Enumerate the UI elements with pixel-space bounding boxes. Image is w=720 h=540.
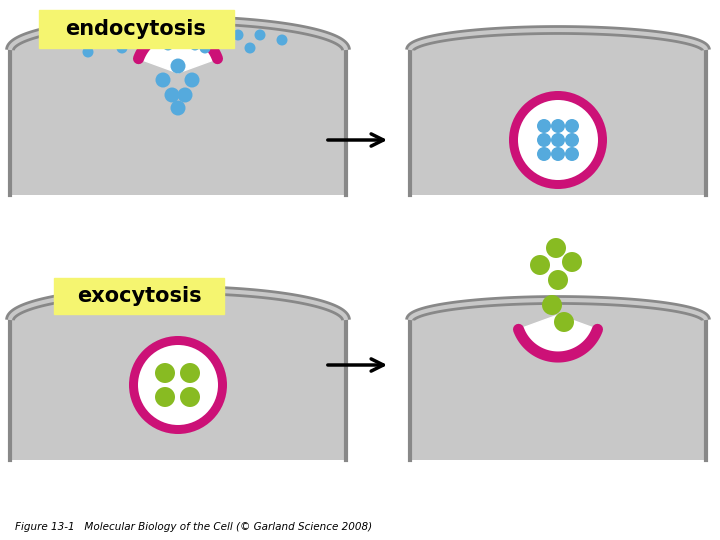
- Circle shape: [138, 345, 218, 425]
- Circle shape: [542, 295, 562, 315]
- Polygon shape: [410, 300, 706, 460]
- Circle shape: [565, 119, 579, 133]
- Circle shape: [551, 119, 565, 133]
- Polygon shape: [10, 20, 346, 195]
- Circle shape: [537, 133, 551, 147]
- Circle shape: [102, 30, 114, 40]
- Circle shape: [156, 72, 171, 87]
- Circle shape: [509, 91, 607, 189]
- Circle shape: [537, 119, 551, 133]
- FancyBboxPatch shape: [54, 278, 224, 314]
- Circle shape: [554, 312, 574, 332]
- Polygon shape: [410, 30, 706, 195]
- Text: Figure 13-1   Molecular Biology of the Cell (© Garland Science 2008): Figure 13-1 Molecular Biology of the Cel…: [15, 522, 372, 532]
- Circle shape: [155, 387, 175, 407]
- Polygon shape: [519, 315, 597, 356]
- Circle shape: [70, 35, 81, 45]
- Polygon shape: [10, 290, 346, 460]
- Circle shape: [254, 30, 266, 40]
- Polygon shape: [140, 32, 217, 73]
- Circle shape: [164, 87, 179, 103]
- Circle shape: [171, 58, 186, 73]
- Circle shape: [130, 26, 140, 37]
- Circle shape: [518, 100, 598, 180]
- Circle shape: [146, 32, 158, 44]
- Text: endocytosis: endocytosis: [66, 19, 207, 39]
- Circle shape: [562, 252, 582, 272]
- Circle shape: [537, 147, 551, 161]
- Circle shape: [551, 147, 565, 161]
- Circle shape: [548, 270, 568, 290]
- Circle shape: [276, 35, 287, 45]
- Circle shape: [180, 363, 200, 383]
- FancyBboxPatch shape: [39, 10, 234, 48]
- Circle shape: [546, 238, 566, 258]
- Circle shape: [210, 35, 220, 45]
- Circle shape: [245, 43, 256, 53]
- Circle shape: [180, 387, 200, 407]
- Circle shape: [530, 255, 550, 275]
- Text: exocytosis: exocytosis: [77, 286, 202, 306]
- Circle shape: [184, 72, 199, 87]
- Circle shape: [189, 39, 200, 51]
- Circle shape: [565, 147, 579, 161]
- Circle shape: [163, 39, 174, 51]
- Circle shape: [178, 87, 192, 103]
- Circle shape: [117, 43, 127, 53]
- Circle shape: [551, 133, 565, 147]
- Circle shape: [83, 46, 94, 57]
- Circle shape: [199, 43, 210, 53]
- Circle shape: [129, 336, 227, 434]
- Circle shape: [565, 133, 579, 147]
- Circle shape: [155, 363, 175, 383]
- Circle shape: [233, 30, 243, 40]
- Circle shape: [171, 100, 186, 116]
